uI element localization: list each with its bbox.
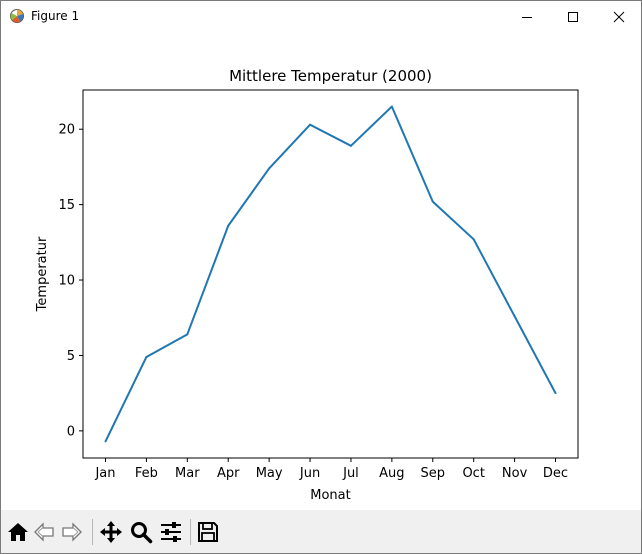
minimize-icon bbox=[522, 16, 532, 18]
x-tick-label: Aug bbox=[379, 466, 404, 481]
navigation-toolbar bbox=[1, 510, 641, 553]
data-point-nov bbox=[513, 315, 516, 318]
x-axis-ticks: Jan Feb Mar Apr May Jun Jul Aug Sep Oct Nov Dec bbox=[94, 458, 568, 481]
magnifier-icon bbox=[131, 522, 153, 544]
y-tick-label: 15 bbox=[58, 198, 75, 213]
pan-button[interactable] bbox=[98, 518, 124, 546]
home-icon bbox=[8, 523, 28, 541]
x-tick-label: Jun bbox=[299, 466, 320, 481]
close-icon bbox=[613, 11, 625, 22]
maximize-icon bbox=[568, 11, 578, 22]
arrow-right-icon bbox=[62, 522, 82, 542]
y-axis-label: Temperatur bbox=[35, 236, 50, 312]
window-title: Figure 1 bbox=[31, 9, 80, 23]
arrow-left-icon bbox=[34, 522, 54, 542]
series-line bbox=[104, 105, 557, 442]
x-tick-label: Feb bbox=[135, 466, 158, 481]
matplotlib-figure-icon bbox=[9, 8, 25, 24]
y-axis-ticks: 0 5 10 15 20 bbox=[58, 123, 83, 439]
title-bar[interactable]: Figure 1 bbox=[1, 1, 641, 32]
x-tick-label: May bbox=[256, 466, 283, 481]
x-axis-label: Monat bbox=[310, 488, 350, 503]
toolbar-separator bbox=[190, 519, 191, 545]
data-point-mar bbox=[186, 333, 189, 336]
y-tick-label: 0 bbox=[67, 424, 75, 439]
y-tick-label: 10 bbox=[58, 274, 75, 289]
data-point-apr bbox=[227, 224, 230, 227]
data-point-jan bbox=[104, 440, 107, 443]
data-point-dec bbox=[554, 392, 557, 395]
configure-subplots-button[interactable] bbox=[158, 518, 184, 546]
figure-canvas[interactable]: Mittlere Temperatur (2000) Monat Tempera… bbox=[1, 32, 641, 510]
home-button[interactable] bbox=[5, 518, 31, 546]
data-point-may bbox=[268, 167, 271, 170]
x-tick-label: Mar bbox=[175, 466, 200, 481]
back-button[interactable] bbox=[31, 518, 57, 546]
x-tick-label: Apr bbox=[217, 466, 240, 481]
x-tick-label: Oct bbox=[462, 466, 484, 481]
data-point-oct bbox=[472, 238, 475, 241]
move-icon bbox=[100, 521, 122, 543]
x-tick-label: Jul bbox=[342, 466, 359, 481]
y-tick-label: 20 bbox=[58, 123, 75, 138]
x-tick-label: Jan bbox=[94, 466, 115, 481]
series-layer bbox=[104, 105, 557, 443]
data-point-sep bbox=[431, 200, 434, 203]
data-point-jul bbox=[349, 144, 352, 147]
x-tick-label: Sep bbox=[421, 466, 446, 481]
data-point-feb bbox=[145, 355, 148, 358]
line-chart: Mittlere Temperatur (2000) Monat Tempera… bbox=[35, 67, 579, 503]
toolbar-separator bbox=[92, 519, 93, 545]
forward-button[interactable] bbox=[59, 518, 85, 546]
plot-frame bbox=[82, 89, 579, 459]
close-button[interactable] bbox=[596, 1, 642, 32]
data-point-jun bbox=[309, 123, 312, 126]
data-point-aug bbox=[390, 105, 393, 108]
zoom-button[interactable] bbox=[128, 518, 154, 546]
x-tick-label: Nov bbox=[502, 466, 528, 481]
x-tick-label: Dec bbox=[543, 466, 568, 481]
save-button[interactable] bbox=[195, 518, 221, 546]
chart-title: Mittlere Temperatur (2000) bbox=[229, 67, 432, 85]
y-tick-label: 5 bbox=[67, 349, 75, 364]
floppy-disk-icon bbox=[198, 522, 218, 542]
minimize-button[interactable] bbox=[504, 1, 550, 32]
maximize-button[interactable] bbox=[550, 1, 596, 32]
sliders-icon bbox=[161, 522, 181, 542]
